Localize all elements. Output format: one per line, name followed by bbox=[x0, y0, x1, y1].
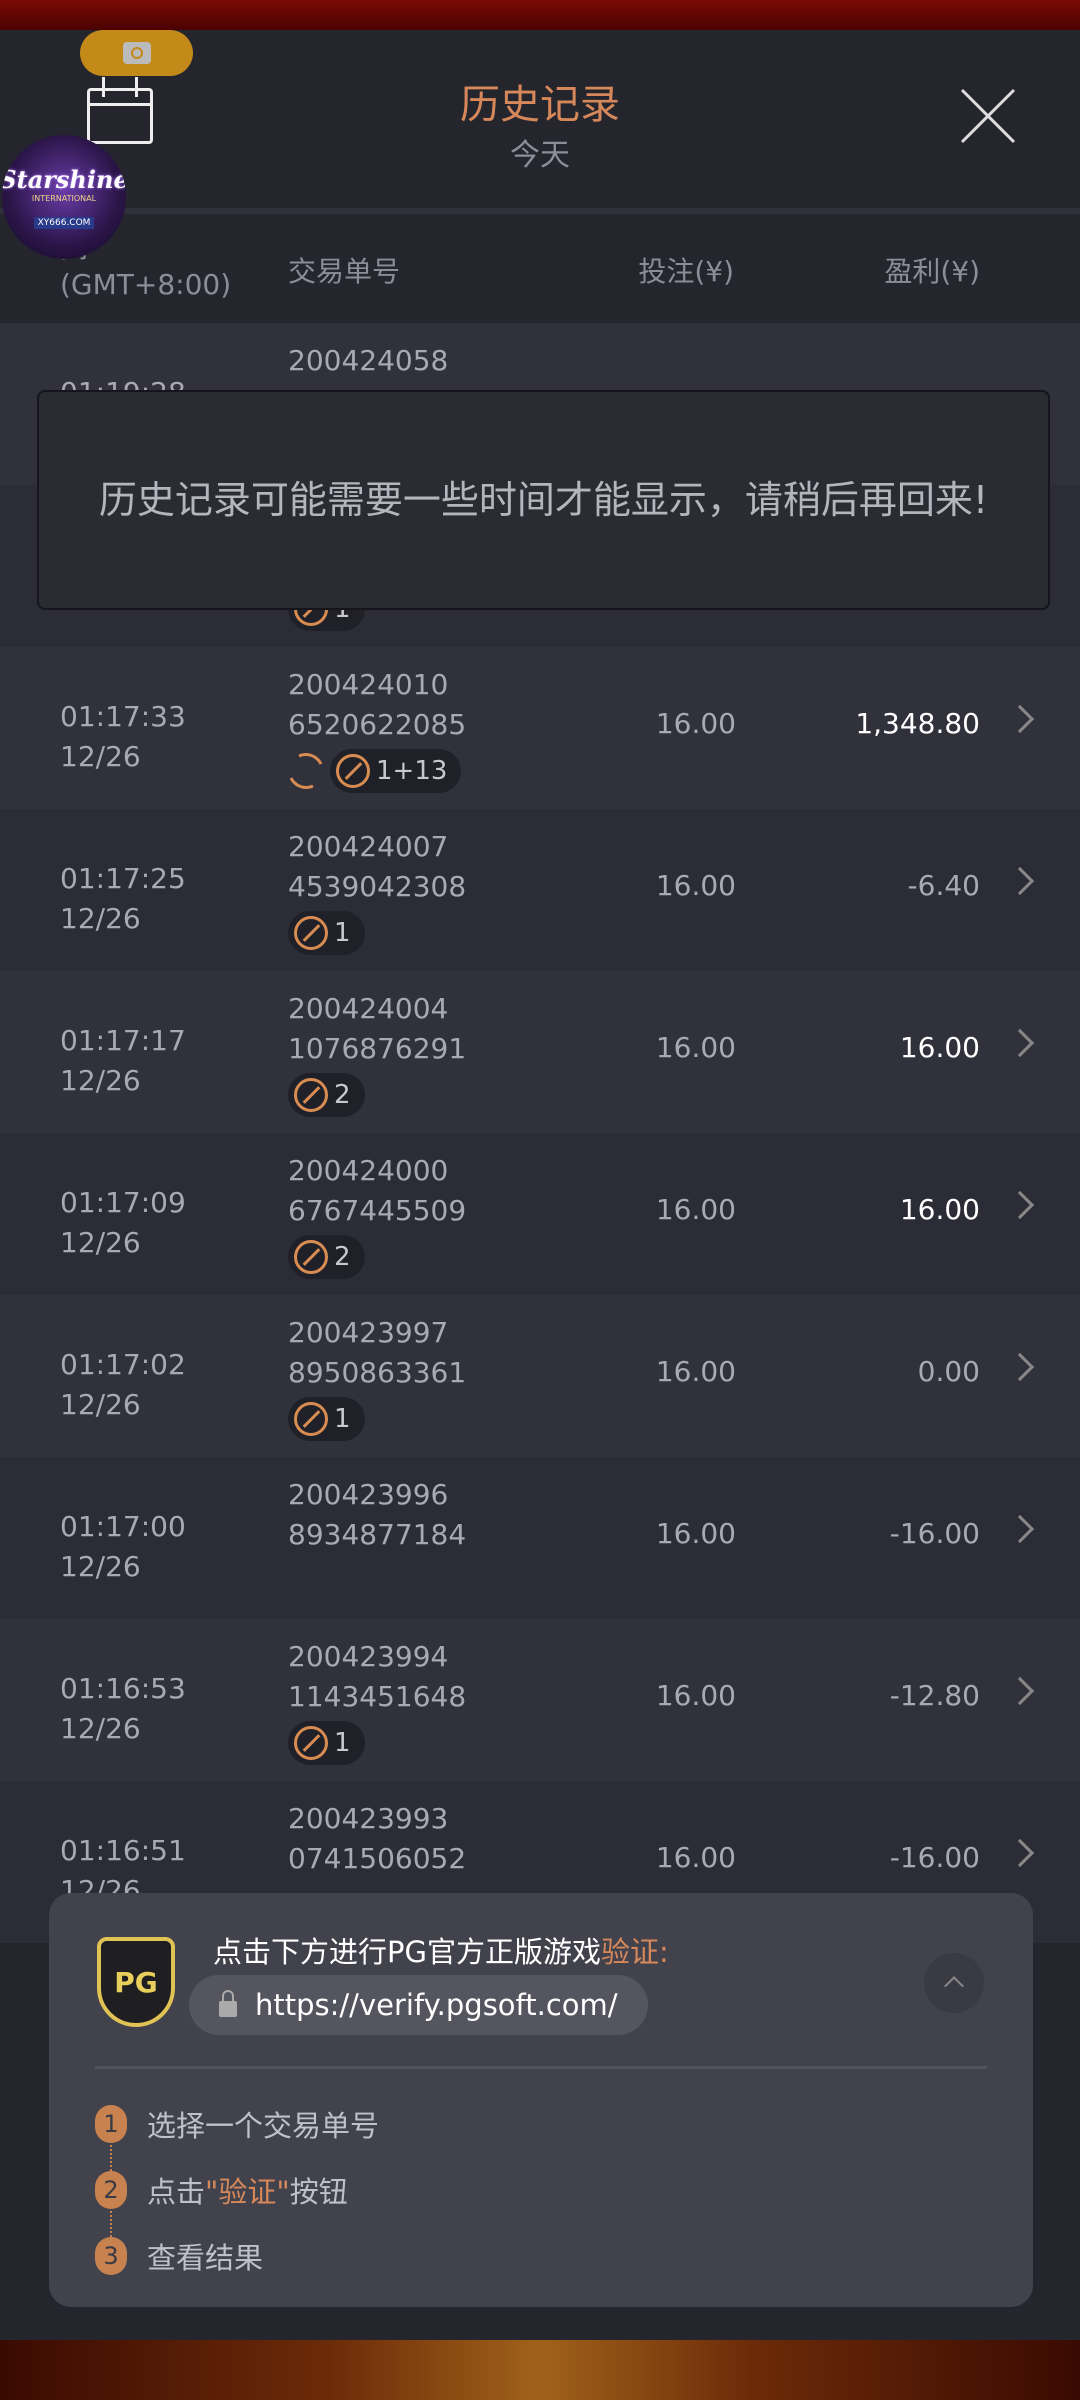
free-spin-badge: 1 bbox=[288, 911, 365, 955]
row-time: 01:17:02 12/26 bbox=[60, 1348, 186, 1421]
lock-icon bbox=[219, 1990, 237, 2017]
table-row[interactable]: 01:17:25 12/26 200424007 4539042308 1 16.0… bbox=[0, 809, 1080, 971]
free-spin-badge: 1 bbox=[288, 1397, 365, 1441]
bet-amount: 16.00 bbox=[655, 1517, 736, 1550]
table-row[interactable]: 01:17:17 12/26 200424004 1076876291 2 16.0… bbox=[0, 971, 1080, 1133]
row-time: 01:17:17 12/26 bbox=[60, 1024, 186, 1097]
bet-amount: 16.00 bbox=[655, 1355, 736, 1388]
transaction-id: 200423993 0741506052 bbox=[288, 1802, 467, 1875]
transaction-id: 200424004 1076876291 bbox=[288, 992, 467, 1065]
row-time: 01:17:33 12/26 bbox=[60, 700, 186, 773]
transaction-id: 200423996 8934877184 bbox=[288, 1478, 467, 1551]
row-time: 01:17:25 12/26 bbox=[60, 862, 186, 935]
divider bbox=[0, 208, 1080, 214]
profit-amount: -16.00 bbox=[889, 1841, 980, 1874]
respin-icon bbox=[282, 747, 330, 795]
profit-amount: 1,348.80 bbox=[855, 707, 980, 740]
row-time: 01:17:00 12/26 bbox=[60, 1510, 186, 1583]
profit-amount: 16.00 bbox=[899, 1193, 980, 1226]
step-3: 3 查看结果 bbox=[95, 2235, 263, 2277]
chevron-right-icon[interactable] bbox=[1005, 1838, 1035, 1868]
transaction-id: 200424058 bbox=[288, 344, 449, 377]
camera-icon bbox=[122, 42, 151, 64]
free-spin-icon bbox=[294, 1240, 328, 1274]
profit-amount: -16.00 bbox=[889, 1517, 980, 1550]
free-spin-badge: 2 bbox=[288, 1073, 365, 1117]
transaction-id: 200423994 1143451648 bbox=[288, 1640, 467, 1713]
free-spin-icon bbox=[294, 1726, 328, 1760]
chevron-right-icon[interactable] bbox=[1005, 866, 1035, 896]
col-timezone: (GMT+8:00) bbox=[60, 268, 232, 301]
close-icon[interactable] bbox=[958, 86, 1018, 146]
divider bbox=[95, 2066, 987, 2069]
table-row[interactable]: 01:17:09 12/26 200424000 6767445509 2 16.0… bbox=[0, 1133, 1080, 1295]
row-time: 01:16:53 12/26 bbox=[60, 1672, 186, 1745]
transaction-id: 200424000 6767445509 bbox=[288, 1154, 467, 1227]
profit-amount: -6.40 bbox=[907, 869, 980, 902]
transaction-id: 200424010 6520622085 bbox=[288, 668, 467, 741]
profit-amount: 0.00 bbox=[917, 1355, 980, 1388]
bet-amount: 16.00 bbox=[655, 707, 736, 740]
chevron-right-icon[interactable] bbox=[1005, 1352, 1035, 1382]
column-header: 间 (GMT+8:00) 交易单号 投注(¥) 盈利(¥) bbox=[0, 214, 1080, 323]
table-row[interactable]: 01:16:53 12/26 200423994 1143451648 1 16.0… bbox=[0, 1619, 1080, 1781]
bet-amount: 16.00 bbox=[655, 1031, 736, 1064]
row-time: 01:17:09 12/26 bbox=[60, 1186, 186, 1259]
table-row[interactable]: 01:17:02 12/26 200423997 8950863361 1 16.0… bbox=[0, 1295, 1080, 1457]
free-spin-badge: 1+13 bbox=[330, 749, 462, 793]
top-bar bbox=[0, 0, 1080, 30]
screenshot-button[interactable] bbox=[80, 30, 193, 76]
info-toast: 历史记录可能需要一些时间才能显示，请稍后再回来! bbox=[37, 390, 1050, 610]
free-spin-icon bbox=[294, 916, 328, 950]
verify-link[interactable]: https://verify.pgsoft.com/ bbox=[189, 1975, 648, 2035]
step-2: 2 点击"验证"按钮 bbox=[95, 2169, 348, 2211]
chevron-right-icon[interactable] bbox=[1005, 1514, 1035, 1544]
page-title: 历史记录 bbox=[460, 82, 620, 128]
free-spin-icon bbox=[294, 1078, 328, 1112]
col-profit: 盈利(¥) bbox=[884, 255, 980, 288]
verify-heading: 点击下方进行PG官方正版游戏验证: bbox=[213, 1935, 669, 1969]
transaction-id: 200424007 4539042308 bbox=[288, 830, 467, 903]
free-spin-icon bbox=[336, 754, 370, 788]
bet-amount: 16.00 bbox=[655, 869, 736, 902]
bet-amount: 16.00 bbox=[655, 1841, 736, 1874]
free-spin-badge: 1 bbox=[288, 1721, 365, 1765]
pg-logo: PG bbox=[97, 1937, 175, 2027]
free-spin-badge: 2 bbox=[288, 1235, 365, 1279]
table-row[interactable]: 01:17:33 12/26 200424010 6520622085 1+13 1… bbox=[0, 647, 1080, 809]
profit-amount: 16.00 bbox=[899, 1031, 980, 1064]
date-filter-label[interactable]: 今天 bbox=[510, 138, 570, 173]
transaction-id: 200423997 8950863361 bbox=[288, 1316, 467, 1389]
table-row[interactable]: 01:17:00 12/26 200423996 8934877184 16.00 … bbox=[0, 1457, 1080, 1619]
chevron-right-icon[interactable] bbox=[1005, 1028, 1035, 1058]
col-bet: 投注(¥) bbox=[638, 255, 734, 288]
col-transaction: 交易单号 bbox=[288, 255, 401, 288]
chevron-right-icon[interactable] bbox=[1005, 704, 1035, 734]
bet-amount: 16.00 bbox=[655, 1679, 736, 1712]
step-1: 1 选择一个交易单号 bbox=[95, 2103, 379, 2145]
chevron-right-icon[interactable] bbox=[1005, 1190, 1035, 1220]
collapse-button[interactable] bbox=[924, 1953, 984, 2013]
chevron-right-icon[interactable] bbox=[1005, 1676, 1035, 1706]
profit-amount: -12.80 bbox=[889, 1679, 980, 1712]
free-spin-icon bbox=[294, 1402, 328, 1436]
calendar-icon[interactable] bbox=[87, 77, 153, 144]
background-strip bbox=[0, 2340, 1080, 2400]
bet-amount: 16.00 bbox=[655, 1193, 736, 1226]
starshine-logo: Starshine INTERNATIONAL XY666.COM bbox=[2, 135, 126, 259]
verify-card: PG 点击下方进行PG官方正版游戏验证: https://verify.pgso… bbox=[49, 1893, 1033, 2307]
